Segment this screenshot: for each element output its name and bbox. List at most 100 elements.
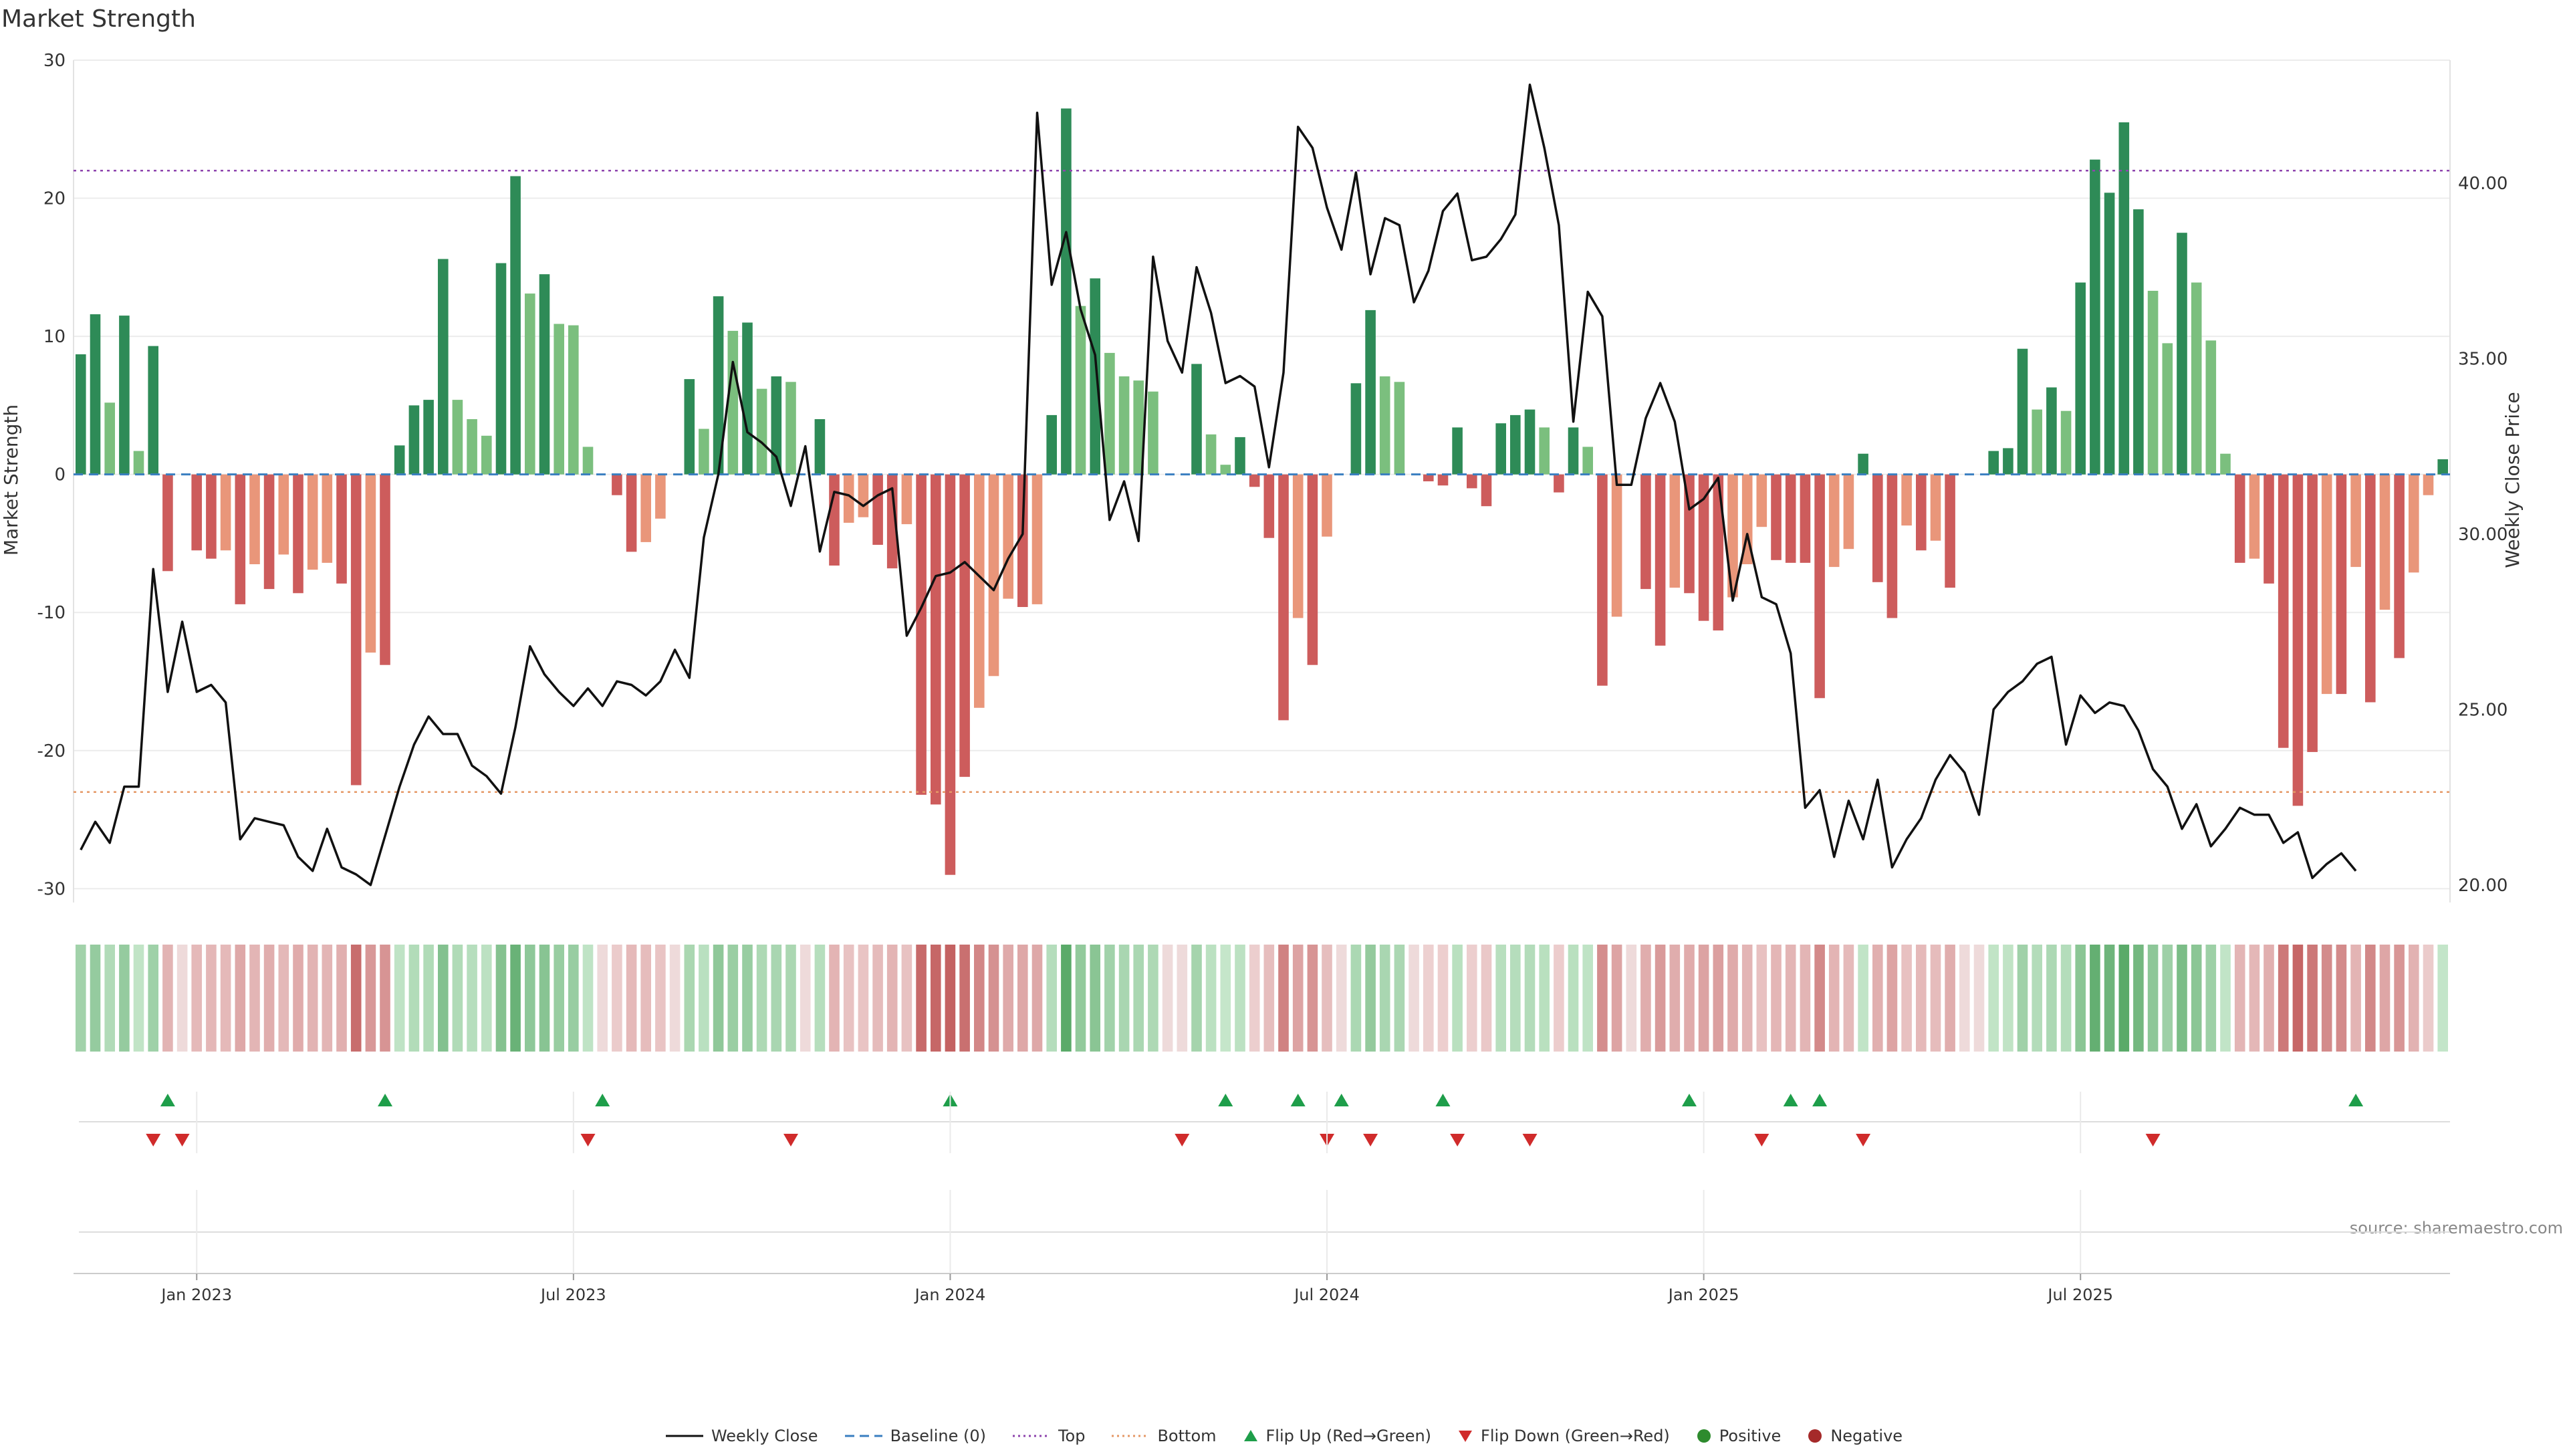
legend-label: Flip Down (Green→Red) (1481, 1427, 1670, 1445)
strength-bar (1713, 474, 1724, 631)
strength-bar (1118, 376, 1130, 475)
heat-cell (1278, 945, 1289, 1052)
legend-item-weekly-close[interactable]: Weekly Close (664, 1427, 818, 1445)
heat-cell (886, 945, 898, 1052)
strength-bar (1061, 108, 1072, 475)
heat-cell (1235, 945, 1245, 1052)
legend-item-negative[interactable]: Negative (1806, 1427, 1903, 1445)
heat-cell (525, 945, 535, 1052)
strength-bar (336, 474, 347, 584)
strength-bar (2191, 282, 2202, 475)
heat-cell (467, 945, 477, 1052)
legend-item-baseline[interactable]: Baseline (0) (844, 1427, 986, 1445)
legend-item-positive[interactable]: Positive (1695, 1427, 1782, 1445)
strength-bar (1104, 352, 1115, 475)
heat-cell (1452, 945, 1463, 1052)
strength-bar (2394, 474, 2405, 658)
heat-cell (2017, 945, 2028, 1052)
heat-cell (1191, 945, 1202, 1052)
x-tick-label: Jul 2023 (539, 1286, 606, 1304)
heat-cell (901, 945, 912, 1052)
heat-cell (2104, 945, 2115, 1052)
heat-cell (1727, 945, 1738, 1052)
heat-cell (1481, 945, 1492, 1052)
heat-cell (959, 945, 970, 1052)
strength-bar (1872, 474, 1883, 582)
heat-cell (452, 945, 463, 1052)
legend-item-bottom[interactable]: Bottom (1110, 1427, 1217, 1445)
y-tick-label: 25.00 (2458, 700, 2508, 720)
legend-label: Top (1058, 1427, 1086, 1445)
strength-bar (394, 445, 405, 475)
strength-bar (263, 474, 275, 590)
heat-cell (1031, 945, 1043, 1052)
heat-cell (974, 945, 985, 1052)
strength-bar (2307, 474, 2318, 752)
heat-cell (1292, 945, 1304, 1052)
heat-cell (1148, 945, 1158, 1052)
y-axis-left: 30 20 10 0 -10 -20 -30 (37, 51, 66, 899)
heat-cell (2336, 945, 2347, 1052)
strength-bar (2437, 459, 2448, 475)
flip-down-marker (1754, 1134, 1769, 1146)
legend-item-top[interactable]: Top (1011, 1427, 1086, 1445)
heat-cell (1539, 945, 1550, 1052)
legend-label: Positive (1719, 1427, 1782, 1445)
strength-bar (1771, 474, 1782, 560)
y-tick-label: 30.00 (2458, 525, 2508, 545)
strength-bar (2379, 474, 2391, 610)
y-tick-label: 0 (54, 465, 66, 485)
heat-cell (2249, 945, 2260, 1052)
heat-cell (655, 945, 666, 1052)
heat-cell (2075, 945, 2086, 1052)
strength-bar (1597, 474, 1608, 686)
heat-cell (1959, 945, 1970, 1052)
legend-item-flip-up[interactable]: Flip Up (Red→Green) (1242, 1427, 1432, 1445)
heat-cell (1075, 945, 1086, 1052)
heat-cell (1568, 945, 1579, 1052)
strength-bar (2133, 209, 2144, 475)
heat-cell (945, 945, 956, 1052)
strength-bar (1655, 474, 1666, 646)
heat-cell (1640, 945, 1651, 1052)
strength-bar (380, 474, 390, 665)
strength-bar (1365, 310, 1376, 475)
legend-label: Flip Up (Red→Green) (1265, 1427, 1432, 1445)
heat-cell (1394, 945, 1405, 1052)
strength-bar (2177, 233, 2187, 475)
heat-cell (1916, 945, 1927, 1052)
legend-item-flip-down[interactable]: Flip Down (Green→Red) (1457, 1427, 1670, 1445)
flip-down-marker (783, 1134, 799, 1146)
strength-bar (1263, 474, 1275, 538)
heat-cell (1322, 945, 1332, 1052)
heat-cell (1669, 945, 1681, 1052)
y-tick-label: -30 (37, 879, 66, 899)
heat-cell (2394, 945, 2405, 1052)
strength-bar (727, 330, 739, 475)
heat-cell (423, 945, 434, 1052)
strength-bar (1379, 376, 1390, 475)
strength-bar (495, 263, 507, 475)
strength-bar (1394, 382, 1405, 475)
heat-cell (2205, 945, 2217, 1052)
strength-bar (582, 447, 594, 475)
flip-up-marker (1783, 1094, 1798, 1106)
heat-cell (2409, 945, 2419, 1052)
strength-bar (525, 293, 535, 475)
heat-cell (293, 945, 303, 1052)
strength-bar (510, 176, 521, 475)
strength-bar (1510, 414, 1521, 475)
strength-bar (1148, 391, 1158, 475)
strength-bar (307, 474, 318, 570)
circle-icon (1808, 1429, 1822, 1443)
strength-bar (2162, 343, 2173, 475)
heat-cell (249, 945, 260, 1052)
chart-title: Market Strength (1, 5, 196, 33)
strength-bar (2046, 387, 2057, 475)
flip-markers (79, 1094, 2450, 1233)
legend-label: Baseline (0) (890, 1427, 986, 1445)
x-axis: Jan 2023 Jul 2023 Jan 2024 Jul 2024 Jan 2025… (74, 1092, 2450, 1304)
flip-down-marker (146, 1134, 161, 1146)
heat-cell (568, 945, 579, 1052)
